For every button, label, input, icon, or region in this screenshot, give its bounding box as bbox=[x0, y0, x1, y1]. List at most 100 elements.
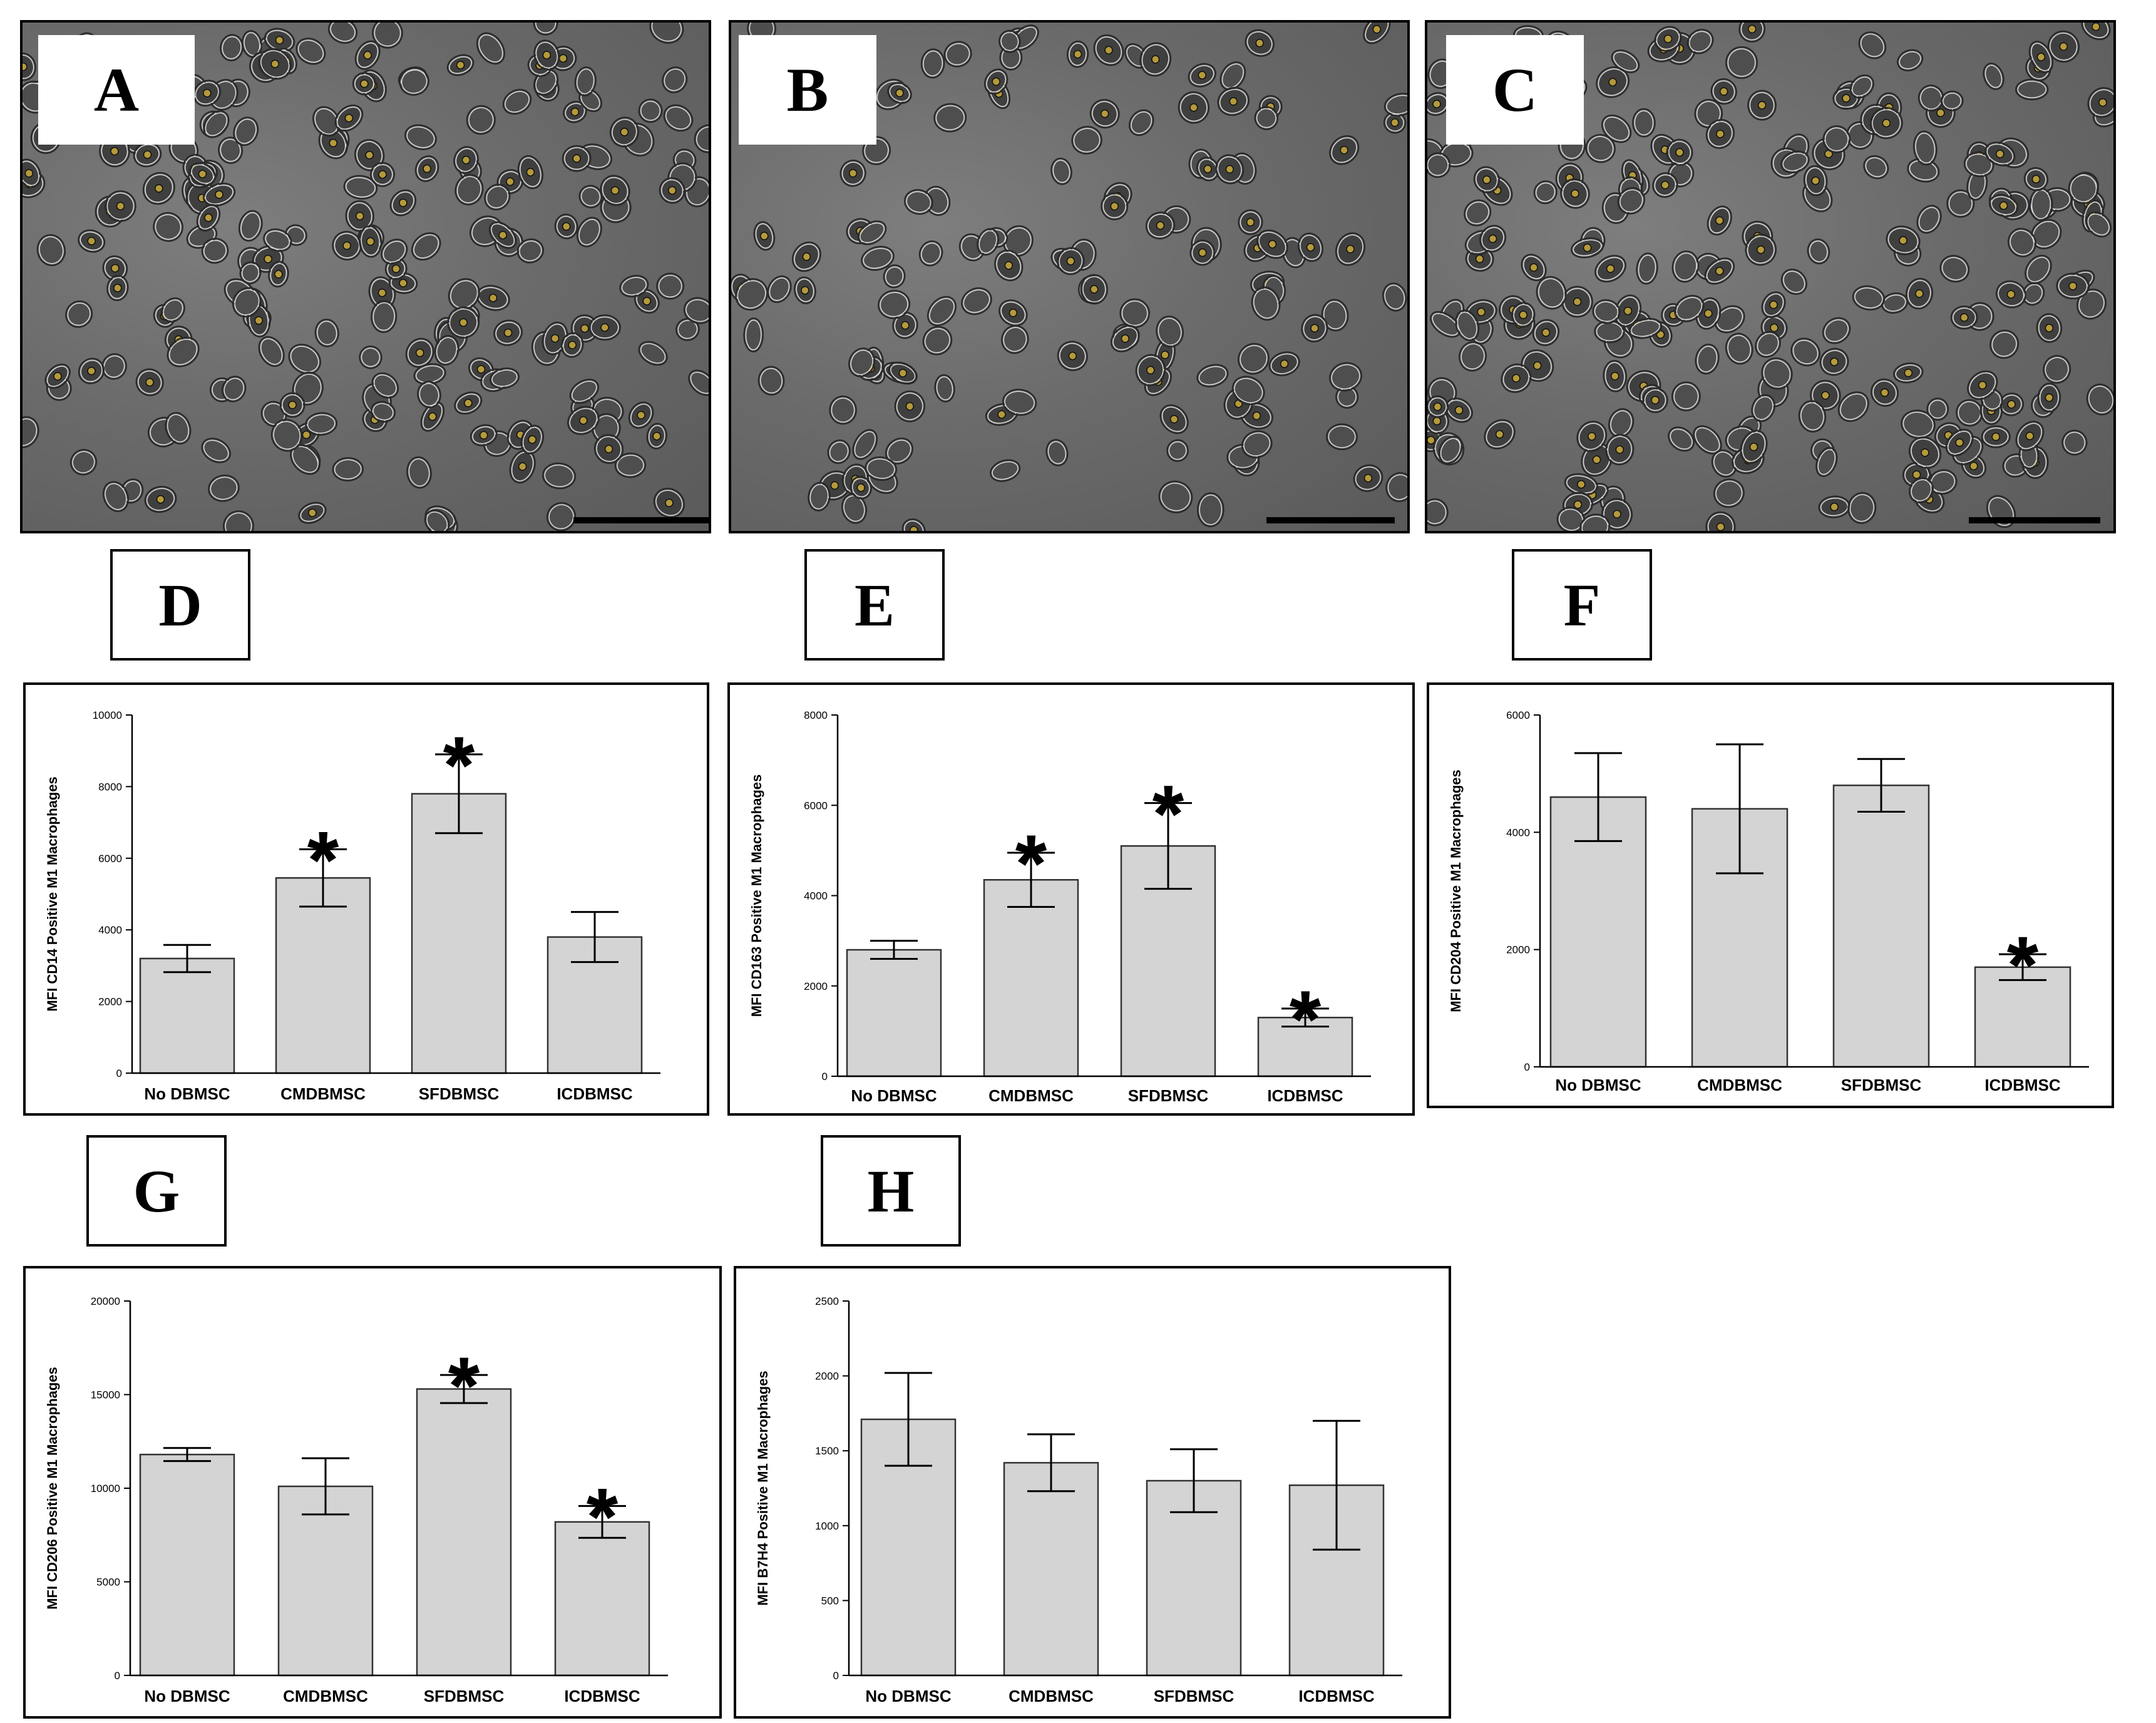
cell-halo bbox=[1710, 78, 1737, 105]
cell-halo bbox=[2036, 313, 2063, 343]
cell-body bbox=[1073, 128, 1101, 153]
cell-1-92 bbox=[985, 403, 1019, 426]
cell-1-112 bbox=[994, 249, 1024, 282]
cell-halo bbox=[927, 296, 957, 327]
cell-body bbox=[809, 484, 829, 510]
cell-body bbox=[1538, 278, 1565, 307]
cell-halo bbox=[454, 391, 483, 415]
cell-0-126 bbox=[292, 371, 324, 406]
cell-nucleus bbox=[1747, 24, 1757, 34]
cell-0-120 bbox=[78, 357, 105, 384]
y-tick-label-h-4: 2000 bbox=[815, 1371, 839, 1382]
cell-body bbox=[374, 23, 401, 47]
cell-halo bbox=[1145, 212, 1176, 240]
cell-body bbox=[685, 299, 709, 322]
cell-body bbox=[1688, 31, 1712, 53]
cell-halo bbox=[1632, 108, 1656, 138]
cell-2-159 bbox=[1642, 387, 1668, 413]
cell-halo bbox=[1847, 491, 1877, 524]
cell-halo bbox=[417, 381, 441, 409]
cell-halo bbox=[484, 183, 511, 211]
cell-2-40 bbox=[1847, 491, 1877, 524]
cell-1-125 bbox=[1178, 91, 1210, 124]
cell-halo bbox=[1363, 23, 1391, 44]
cell-2-105 bbox=[1438, 436, 1463, 465]
cell-halo bbox=[961, 287, 992, 316]
cell-nucleus bbox=[1577, 480, 1586, 489]
cell-0-63 bbox=[493, 319, 523, 346]
cell-halo bbox=[1188, 63, 1216, 88]
cell-1-128 bbox=[1217, 86, 1250, 116]
cell-body bbox=[203, 240, 227, 262]
cell-halo bbox=[659, 177, 685, 204]
cell-halo bbox=[23, 416, 39, 448]
cell-halo bbox=[1001, 325, 1029, 354]
cell-nucleus bbox=[1936, 108, 1945, 117]
cell-body bbox=[921, 242, 941, 264]
cell-nucleus bbox=[528, 435, 536, 444]
cell-halo bbox=[1822, 125, 1851, 154]
cell-halo bbox=[1916, 205, 1942, 234]
cell-body bbox=[1716, 307, 1743, 331]
cell-body bbox=[1899, 51, 1921, 69]
cell-nucleus bbox=[1915, 289, 1924, 298]
y-tick-label-e-4: 8000 bbox=[804, 709, 828, 721]
cell-body bbox=[1328, 425, 1356, 448]
cell-halo bbox=[1297, 232, 1324, 262]
category-label-d-1: CMDBMSC bbox=[280, 1084, 366, 1103]
cell-halo bbox=[675, 317, 700, 341]
cell-halo bbox=[446, 54, 475, 76]
cell-halo bbox=[663, 104, 694, 132]
cell-nucleus bbox=[87, 366, 96, 376]
cell-halo bbox=[649, 23, 684, 44]
category-label-e-3: ICDBMSC bbox=[1267, 1086, 1343, 1105]
cell-body bbox=[548, 504, 574, 530]
cell-1-5 bbox=[1159, 404, 1189, 435]
cell-nucleus bbox=[143, 150, 152, 159]
cell-halo bbox=[1893, 362, 1924, 384]
cell-nucleus bbox=[461, 155, 471, 165]
cell-body bbox=[273, 421, 301, 450]
cell-0-202 bbox=[239, 261, 262, 285]
cell-halo bbox=[1989, 193, 2019, 217]
cell-0-187 bbox=[546, 501, 577, 531]
cell-nucleus bbox=[1427, 436, 1435, 445]
cell-nucleus bbox=[1101, 109, 1109, 118]
cell-halo bbox=[2023, 167, 2049, 192]
cell-nucleus bbox=[363, 51, 372, 59]
panel-label-e: E bbox=[804, 549, 945, 661]
cell-body bbox=[242, 263, 259, 282]
cell-halo bbox=[167, 336, 200, 368]
cell-0-172 bbox=[203, 110, 230, 138]
y-tick-label-g-1: 5000 bbox=[96, 1576, 120, 1588]
cell-body bbox=[745, 319, 762, 351]
cell-0-185 bbox=[574, 66, 597, 96]
cell-halo bbox=[533, 23, 558, 36]
cell-nucleus bbox=[652, 431, 661, 441]
cell-body bbox=[1432, 313, 1459, 336]
cell-nucleus bbox=[1675, 148, 1684, 157]
cell-nucleus bbox=[1623, 306, 1633, 316]
cell-nucleus bbox=[1661, 180, 1670, 190]
cell-halo bbox=[2007, 227, 2036, 258]
panel-label-d: D bbox=[110, 549, 250, 661]
cell-0-203 bbox=[489, 367, 520, 389]
category-label-e-0: No DBMSC bbox=[851, 1086, 937, 1105]
cell-nucleus bbox=[1882, 118, 1891, 128]
cell-2-210 bbox=[1654, 26, 1682, 52]
cell-2-170 bbox=[1601, 498, 1633, 530]
y-tick-label-f-2: 4000 bbox=[1506, 826, 1530, 838]
cell-1-46 bbox=[904, 189, 933, 215]
cell-halo bbox=[1654, 26, 1682, 52]
cell-1-61 bbox=[827, 439, 851, 465]
cell-0-135 bbox=[232, 287, 262, 318]
cell-2-209 bbox=[1807, 238, 1830, 265]
cell-0-11 bbox=[298, 501, 327, 524]
cell-halo bbox=[1521, 254, 1547, 282]
cell-nucleus bbox=[1770, 323, 1779, 332]
cell-2-88 bbox=[1585, 133, 1616, 163]
cell-body bbox=[1918, 207, 1940, 232]
cell-body bbox=[2017, 81, 2047, 98]
cell-2-150 bbox=[2047, 30, 2080, 63]
cell-halo bbox=[918, 240, 943, 267]
